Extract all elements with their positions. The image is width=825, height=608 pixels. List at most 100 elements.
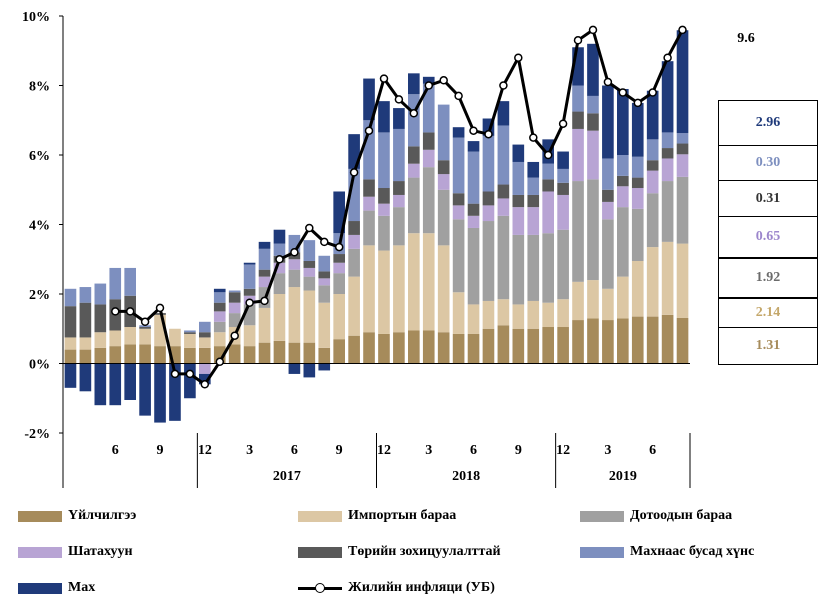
- bar-segment: [94, 347, 107, 364]
- bar-segment: [557, 182, 569, 195]
- bar-segment: [318, 278, 331, 286]
- bar-segment: [213, 288, 226, 293]
- bar-segment: [64, 288, 77, 307]
- bar-segment: [199, 363, 211, 374]
- legend-label: Дотоодын бараа: [630, 508, 733, 523]
- bar-segment: [467, 151, 480, 204]
- legend-item: Жилийн инфляци (УБ): [298, 580, 495, 596]
- x-year-label: 2019: [609, 469, 637, 484]
- x-month-label: 9: [157, 443, 164, 458]
- bar-segment: [408, 73, 420, 95]
- bar-segment: [572, 85, 584, 112]
- legend-swatch: [18, 582, 62, 594]
- x-year-label: 2017: [273, 469, 301, 484]
- inflation-point: [663, 53, 672, 62]
- bar-segment: [199, 332, 211, 338]
- bar-segment: [184, 330, 196, 333]
- x-month-label: 3: [246, 443, 253, 458]
- legend-line-marker: [298, 582, 342, 594]
- bar-segment: [452, 193, 465, 206]
- inflation-point: [588, 25, 598, 35]
- inflation-point: [215, 357, 225, 367]
- legend-item: Импортын бараа: [298, 508, 456, 524]
- bar-segment: [467, 141, 480, 152]
- bar-segment: [228, 292, 241, 303]
- legend-label: Мах: [68, 580, 96, 595]
- bar-segment: [318, 255, 331, 272]
- bar-segment: [273, 229, 286, 244]
- bar-segment: [199, 337, 211, 348]
- bar-segment: [422, 330, 435, 364]
- bar-segment: [482, 205, 495, 222]
- inflation-point: [529, 133, 538, 142]
- bar-segment: [497, 299, 510, 326]
- bar-segment: [661, 148, 674, 159]
- inflation-point: [424, 81, 434, 90]
- bar-segment: [303, 276, 316, 291]
- bar-segment: [184, 333, 196, 348]
- inflation-point: [125, 307, 135, 316]
- inflation-point: [349, 168, 359, 177]
- bar-segment: [452, 219, 465, 293]
- bar-segment: [184, 363, 196, 399]
- bar-segment: [602, 189, 614, 202]
- bar-segment: [228, 313, 241, 328]
- bar-segment: [646, 247, 659, 317]
- bar-segment: [124, 327, 136, 345]
- bar-segment: [109, 346, 122, 364]
- bar-segment: [512, 194, 525, 208]
- bar-segment: [572, 111, 584, 129]
- inflation-point: [320, 237, 329, 247]
- inflation-point: [484, 129, 493, 139]
- bar-segment: [408, 146, 420, 164]
- bar-segment: [631, 260, 644, 317]
- bar-segment: [228, 344, 241, 364]
- legend-item: Үйлчилгээ: [18, 508, 136, 524]
- bar-segment: [213, 321, 226, 333]
- bar-segment: [587, 318, 599, 364]
- component-value-box: 0.65: [718, 216, 818, 258]
- bar-segment: [587, 113, 599, 131]
- bar-segment: [258, 248, 271, 270]
- bar-segment: [288, 363, 301, 374]
- bar-segment: [303, 342, 316, 364]
- bar-segment: [303, 260, 316, 268]
- bar-segment: [422, 149, 435, 168]
- bar-segment: [676, 133, 689, 144]
- bar-segment: [318, 363, 331, 371]
- bar-segment: [587, 95, 599, 114]
- bar-segment: [437, 104, 450, 161]
- legend-label: Төрийн зохицуулалттай: [348, 544, 501, 559]
- bar-segment: [393, 332, 405, 364]
- bar-segment: [467, 304, 480, 334]
- bar-segment: [109, 330, 122, 347]
- inflation-point: [170, 369, 180, 379]
- y-tick-label: 8%: [29, 80, 50, 95]
- legend-item: Шатахуун: [18, 544, 133, 560]
- bar-segment: [213, 311, 226, 322]
- bar-segment: [273, 243, 286, 256]
- bar-segment: [676, 143, 689, 155]
- bar-segment: [243, 304, 256, 326]
- bar-segment: [184, 332, 196, 334]
- bar-segment: [378, 132, 390, 189]
- bar-segment: [587, 43, 599, 96]
- bar-segment: [393, 207, 405, 246]
- bar-segment: [124, 344, 136, 364]
- y-tick-label: 2%: [29, 288, 50, 303]
- bar-segment: [228, 290, 241, 293]
- bar-segment: [228, 302, 241, 314]
- bar-segment: [497, 125, 510, 185]
- bar-segment: [318, 271, 331, 279]
- bar-segment: [408, 177, 420, 234]
- bar-segment: [318, 347, 331, 364]
- y-tick-label: -2%: [24, 427, 50, 442]
- bar-segment: [169, 328, 181, 347]
- bar-segment: [497, 215, 510, 300]
- bar-segment: [109, 267, 122, 300]
- bar-segment: [631, 156, 644, 178]
- x-month-label: 6: [112, 443, 119, 458]
- bar-segment: [512, 234, 525, 305]
- bar-segment: [422, 83, 435, 133]
- bar-segment: [94, 283, 107, 305]
